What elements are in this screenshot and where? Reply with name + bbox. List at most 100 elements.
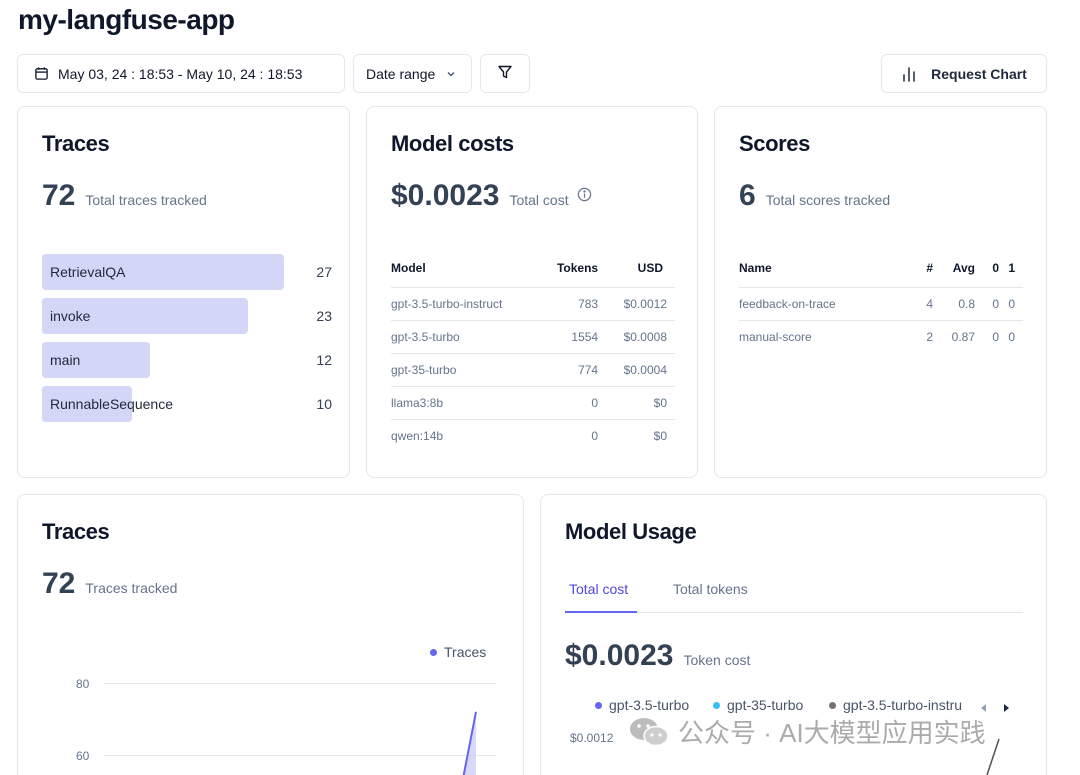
traces-chart-total: 72 Traces tracked (42, 567, 177, 601)
traces-series-line (462, 711, 477, 775)
wechat-icon (628, 715, 670, 749)
scores-card: Scores 6 Total scores tracked Name # Avg… (714, 106, 1047, 478)
tokens-cell: 0 (540, 418, 607, 452)
model-costs-card: Model costs $0.0023 Total cost Model Tok… (366, 106, 698, 478)
traces-card-title: Traces (42, 131, 110, 156)
filter-button[interactable] (480, 54, 530, 93)
score-one-cell: 0 (999, 319, 1023, 353)
model-costs-total: $0.0023 Total cost (391, 179, 592, 213)
table-row: gpt-3.5-turbo 1554 $0.0008 (391, 319, 675, 353)
column-header-avg: Avg (952, 260, 975, 275)
legend-gpt-3-5-turbo[interactable]: gpt-3.5-turbo (595, 697, 689, 713)
score-zero-cell: 0 (975, 319, 999, 353)
legend-gpt-35-turbo[interactable]: gpt-35-turbo (713, 697, 803, 713)
score-name-cell: manual-score (739, 319, 899, 353)
score-zero-cell: 0 (975, 286, 999, 320)
trace-bar-label: main (50, 352, 81, 368)
trace-bar-label: RunnableSequence (50, 396, 173, 412)
table-row: qwen:14b 0 $0 (391, 418, 675, 452)
tokens-cell: 774 (540, 352, 607, 386)
request-chart-button[interactable]: Request Chart (881, 54, 1047, 93)
usd-cell: $0.0008 (606, 319, 675, 353)
traces-chart-card: Traces 72 Traces tracked Traces 80 60 (17, 494, 524, 775)
watermark-text: 公众号 · AI大模型应用实践 (678, 718, 986, 748)
legend-label: gpt-3.5-turbo (609, 697, 690, 713)
trace-bar-row[interactable]: RunnableSequence 10 (42, 386, 332, 422)
model-cell: qwen:14b (391, 418, 541, 452)
model-cell: gpt-35-turbo (391, 352, 541, 386)
legend-prev-icon[interactable] (980, 700, 988, 718)
date-range-select[interactable]: Date range (353, 54, 472, 93)
usd-cell: $0.0012 (606, 286, 675, 320)
traces-total: 72 Total traces tracked (42, 179, 207, 213)
date-range-select-label: Date range (366, 65, 436, 82)
model-cell: gpt-3.5-turbo (391, 319, 541, 353)
model-costs-value: $0.0023 (391, 179, 500, 212)
trace-bar-fill (42, 298, 248, 334)
trace-bar-row[interactable]: invoke 23 (42, 298, 332, 334)
calendar-icon (34, 66, 49, 81)
model-cell: gpt-3.5-turbo-instruct (391, 286, 541, 320)
score-name-cell: feedback-on-trace (739, 286, 899, 320)
tab-total-cost[interactable]: Total cost (569, 581, 629, 597)
column-header-usd: USD (637, 260, 663, 275)
legend-dot-icon (430, 648, 437, 656)
traces-legend-label: Traces (444, 644, 487, 660)
column-header-one: 1 (1008, 260, 1015, 275)
date-range-picker[interactable]: May 03, 24 : 18:53 - May 10, 24 : 18:53 (17, 54, 345, 93)
model-usage-chart (986, 738, 1000, 775)
trace-bar-fill (42, 342, 150, 378)
active-tab-indicator (565, 611, 637, 613)
scores-count-label: Total scores tracked (765, 192, 891, 208)
model-cell: llama3:8b (391, 385, 541, 419)
trace-bar-fill (42, 254, 284, 290)
legend-dot-icon (829, 701, 836, 709)
column-header-model: Model (391, 260, 426, 275)
traces-chart-count-label: Traces tracked (85, 580, 178, 596)
page-title: my-langfuse-app (18, 4, 235, 35)
trace-bar-count: 23 (316, 308, 332, 324)
y-tick-cost: $0.0012 (570, 731, 614, 745)
tab-total-tokens[interactable]: Total tokens (673, 581, 748, 597)
trace-bar-row[interactable]: main 12 (42, 342, 332, 378)
bar-chart-icon (901, 65, 917, 83)
usd-cell: $0.0004 (606, 352, 675, 386)
scores-title: Scores (739, 131, 810, 156)
model-costs-table: Model Tokens USD gpt-3.5-turbo-instruct 7… (391, 249, 675, 452)
info-icon[interactable] (577, 187, 592, 202)
legend-dot-icon (713, 701, 720, 709)
trace-bar-row[interactable]: RetrievalQA 27 (42, 254, 332, 290)
legend-next-icon[interactable] (1002, 700, 1010, 718)
table-row: manual-score 2 0.87 0 0 (739, 319, 1023, 353)
model-costs-header-row: Model Tokens USD (391, 249, 675, 287)
traces-chart-count: 72 (42, 567, 76, 600)
traces-count-label: Total traces tracked (85, 192, 207, 208)
model-costs-title: Model costs (391, 131, 514, 156)
column-header-tokens: Tokens (556, 260, 599, 275)
scores-table: Name # Avg 0 1 feedback-on-trace 4 0.8 0 0 ma… (739, 249, 1023, 353)
column-header-zero: 0 (992, 260, 999, 275)
model-usage-total: $0.0023 Token cost (565, 639, 750, 673)
watermark: 公众号 · AI大模型应用实践 (628, 713, 986, 750)
table-row: llama3:8b 0 $0 (391, 385, 675, 419)
scores-header-row: Name # Avg 0 1 (739, 249, 1023, 287)
trace-bar-count: 10 (316, 396, 332, 412)
trace-bar-count: 27 (316, 264, 332, 280)
filter-icon (497, 64, 513, 83)
score-count-cell: 4 (899, 286, 933, 320)
request-chart-label: Request Chart (931, 65, 1027, 82)
table-row: gpt-35-turbo 774 $0.0004 (391, 352, 675, 386)
usage-series-line (986, 738, 1000, 775)
trace-bar-label: invoke (50, 308, 91, 324)
scores-total: 6 Total scores tracked (739, 179, 890, 213)
traces-chart-legend[interactable]: Traces (430, 644, 486, 660)
model-usage-value: $0.0023 (565, 639, 674, 672)
traces-area-chart (462, 711, 477, 775)
model-usage-label: Token cost (683, 652, 751, 668)
traces-chart-title: Traces (42, 519, 110, 544)
legend-gpt-3-5-turbo-instruct[interactable]: gpt-3.5-turbo-instru (829, 697, 979, 713)
traces-card: Traces 72 Total traces tracked Retrieval… (17, 106, 350, 478)
trace-bar-count: 12 (316, 352, 332, 368)
tokens-cell: 783 (540, 286, 607, 320)
trace-bar-fill (42, 386, 132, 422)
